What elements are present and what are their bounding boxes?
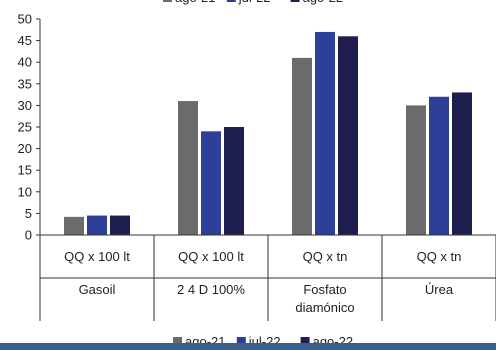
x-axis: QQ x 100 lt Gasoil QQ x 100 lt 2 4 D 100% QQ… <box>39 234 496 321</box>
top-legend-item-ago-21: ago-21 <box>175 0 215 5</box>
footer-bar <box>0 343 496 350</box>
y-tick-label: 40 <box>18 55 32 70</box>
y-tick-label: 25 <box>18 120 32 135</box>
category-name-label: Úrea <box>425 282 454 297</box>
bar-ago-22 <box>224 127 244 235</box>
category-unit-label: QQ x 100 lt <box>64 249 130 264</box>
bar-jul-22 <box>315 31 335 236</box>
bar-ago-21 <box>178 101 198 235</box>
y-tick-label: 45 <box>18 33 32 48</box>
y-tick-label: 50 <box>18 12 32 27</box>
bar-ago-22 <box>110 215 130 235</box>
category-unit-label: QQ x 100 lt <box>178 249 244 264</box>
bar-jul-22 <box>429 96 449 235</box>
bar-ago-21 <box>406 105 426 236</box>
y-tick-label: 10 <box>18 184 32 199</box>
category-name-label: diamónico <box>295 300 354 315</box>
legend-swatch-ago-21 <box>163 0 172 2</box>
y-tick-label: 15 <box>18 163 32 178</box>
bar-jul-22 <box>201 131 221 235</box>
category-name-label: Gasoil <box>79 282 116 297</box>
y-tick-label: 30 <box>18 98 32 113</box>
top-legend-item-jul-22: jul-22 <box>238 0 271 5</box>
bar-ago-22 <box>452 92 472 235</box>
y-tick-label: 35 <box>18 76 32 91</box>
y-tick-label: 0 <box>25 228 32 243</box>
legend-swatch-jul-22 <box>226 0 236 2</box>
bars <box>64 31 472 236</box>
y-tick-label: 5 <box>25 206 32 221</box>
legend-swatch-ago-22 <box>290 0 300 2</box>
legend-swatch-ago-22 <box>300 337 310 346</box>
legend-swatch-jul-22 <box>236 337 246 346</box>
category-unit-label: QQ x tn <box>417 249 462 264</box>
legend-swatch-ago-21 <box>173 337 182 346</box>
category-unit-label: QQ x tn <box>303 249 348 264</box>
bar-ago-22 <box>338 36 358 235</box>
y-tick-label: 20 <box>18 141 32 156</box>
bar-ago-21 <box>292 57 312 235</box>
top-legend-item-ago-22: ago-22 <box>303 0 343 5</box>
bar-ago-21 <box>64 216 84 235</box>
category-name-label: 2 4 D 100% <box>177 282 245 297</box>
bar-jul-22 <box>87 215 107 235</box>
category-name-label: Fosfato <box>303 282 346 297</box>
y-axis: 0 5 10 15 20 25 30 35 40 45 50 <box>18 12 41 243</box>
